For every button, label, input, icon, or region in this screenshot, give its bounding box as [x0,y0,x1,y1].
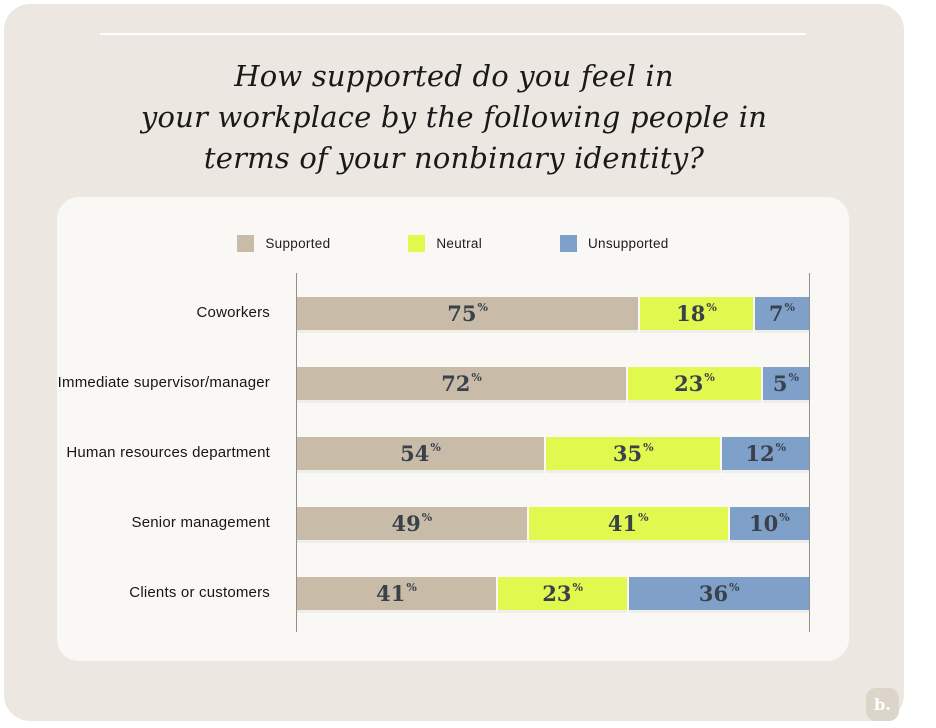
bar-segment-neutral: 23% [497,576,628,610]
chart-rows: Coworkers 75% 18% 7% Immediate superviso… [57,278,809,628]
bar-value: 75 [447,300,477,326]
bar-value: 49 [391,510,421,536]
legend-item-supported: Supported [237,235,330,252]
top-divider-line [100,33,806,35]
bar-segment-unsupported: 7% [754,296,809,330]
bar-value: 41 [376,580,406,606]
category-label: Clients or customers [129,584,270,601]
bar-segment-neutral: 18% [640,296,753,330]
right-boundary-line [809,273,810,632]
legend-swatch [237,235,255,252]
bar-segment-unsupported: 5% [762,366,809,400]
bar-value: 41 [607,510,638,536]
chart-row: Immediate supervisor/manager 72% 23% 5% [57,348,809,418]
chart-title: How supported do you feel in your workpl… [4,56,904,179]
bar-track: 75% 18% 7% [297,296,809,330]
bar-value-unit: % [704,370,715,384]
bar-value-unit: % [406,580,417,594]
bar-value-unit: % [430,440,441,454]
bar-value: 7 [768,300,784,326]
legend-swatch [408,235,426,252]
bar-value: 18 [676,300,706,326]
bar-value: 5 [772,370,788,396]
category-label: Coworkers [196,304,270,321]
bar-segment-supported: 75% [297,296,639,330]
bar-track: 72% 23% 5% [297,366,809,400]
bar-segment-neutral: 35% [546,436,721,470]
legend-label: Supported [265,236,331,251]
infographic-card: How supported do you feel in your workpl… [4,4,904,721]
category-label: Senior management [131,514,270,531]
bar-value: 10 [749,510,779,536]
bar-segment-unsupported: 36% [629,576,809,610]
legend-label: Neutral [436,236,482,251]
brand-logo-text: b. [874,695,891,714]
bar-segment-neutral: 23% [628,366,761,400]
bar-track: 41% 23% 36% [297,576,809,610]
bar-segment-supported: 41% [297,576,496,610]
legend-label: Unsupported [588,236,669,251]
chart-panel: Supported Neutral Unsupported Coworkers … [57,197,849,661]
bar-track: 54% 35% 12% [297,436,809,470]
chart-title-line-1: How supported do you feel in [234,59,674,93]
bar-value: 23 [674,370,704,396]
bar-segment-supported: 54% [297,436,545,470]
y-axis-line [296,273,297,632]
bar-value-unit: % [421,510,433,524]
bar-value: 72 [441,370,471,396]
bar-track: 49% 41% 10% [297,506,809,540]
chart-row: Human resources department 54% 35% 12% [57,418,809,488]
chart-row: Clients or customers 41% 23% 36% [57,558,809,628]
chart-row: Coworkers 75% 18% 7% [57,278,809,348]
bar-value: 36 [698,580,729,606]
bar-segment-neutral: 41% [528,506,728,540]
category-label: Immediate supervisor/manager [57,374,270,391]
bar-segment-unsupported: 12% [722,436,809,470]
bar-value-unit: % [471,370,482,384]
bar-value-unit: % [477,300,488,314]
legend-item-unsupported: Unsupported [560,235,669,252]
bar-value-unit: % [706,300,717,314]
bar-value-unit: % [784,300,795,314]
bar-value-unit: % [775,440,787,454]
bar-value: 23 [542,580,572,606]
category-label: Human resources department [66,444,270,461]
legend-item-neutral: Neutral [408,235,482,252]
bar-segment-supported: 72% [297,366,627,400]
chart-title-line-2: your workplace by the following people i… [140,100,768,134]
bar-value-unit: % [638,510,649,524]
brand-logo-badge: b. [866,688,899,721]
legend-swatch [560,235,577,252]
bar-value: 35 [612,440,643,466]
bar-value-unit: % [643,440,654,454]
bar-value: 54 [400,440,430,466]
bar-value-unit: % [572,580,583,594]
legend: Supported Neutral Unsupported [57,235,849,252]
chart-row: Senior management 49% 41% 10% [57,488,809,558]
bar-value-unit: % [729,580,740,594]
bar-segment-unsupported: 10% [729,506,809,540]
bar-value-unit: % [779,510,790,524]
chart-title-line-3: terms of your nonbinary identity? [203,141,705,175]
bar-value: 12 [745,440,775,466]
bar-segment-supported: 49% [297,506,527,540]
bar-value-unit: % [788,370,799,384]
